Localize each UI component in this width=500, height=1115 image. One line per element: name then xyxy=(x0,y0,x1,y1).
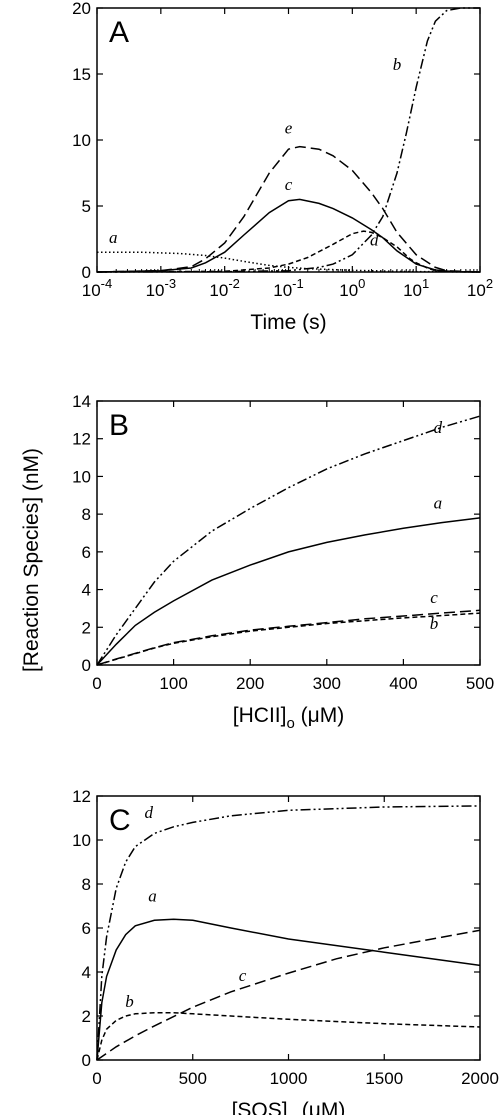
series-e-label: e xyxy=(285,118,293,137)
series-b-line xyxy=(96,1011,481,1061)
panel-b-chart: 0 2 4 6 8 10 12 14 0 100 200 300 400 500 a bc d B [HCII]o … xyxy=(72,392,494,732)
plot-frame-b xyxy=(96,400,481,666)
y-tick-label: 4 xyxy=(82,963,91,982)
x-tick-label: 10-3 xyxy=(146,276,176,300)
x-tick-label: 300 xyxy=(313,674,341,693)
y-tick-label: 2 xyxy=(82,618,91,637)
x-axis-label-unit: (μM) xyxy=(296,1099,345,1115)
x-tick-base: 10 xyxy=(209,281,228,300)
x-tick-exponent: -2 xyxy=(228,276,240,291)
series-c-label: c xyxy=(430,588,438,607)
series-d-label: d xyxy=(434,418,443,437)
x-tick-label: 1500 xyxy=(365,1069,403,1088)
x-tick-label: 200 xyxy=(236,674,264,693)
x-tick-label: 0 xyxy=(92,674,101,693)
x-tick-exponent: -1 xyxy=(292,276,304,291)
y-tick-label: 14 xyxy=(72,392,91,411)
series-c-line xyxy=(96,929,481,1061)
x-tick-label: 10-1 xyxy=(273,276,303,300)
y-tick-label: 0 xyxy=(82,263,91,282)
y-tick-label: 15 xyxy=(72,65,91,84)
series-a-label: a xyxy=(148,887,157,906)
y-tick-label: 20 xyxy=(72,0,91,18)
x-axis-label: [HCII]o (μM) xyxy=(233,704,344,732)
x-tick-base: 10 xyxy=(146,281,165,300)
series-c-label: c xyxy=(239,966,247,985)
x-axis-label-unit: (μM) xyxy=(295,704,344,727)
x-tick-label: 100 xyxy=(159,674,187,693)
series-c-label: c xyxy=(285,175,293,194)
x-tick-label: 1000 xyxy=(270,1069,308,1088)
panel-c-chart: 0 2 4 6 8 10 12 0 500 1000 1500 2000 a b c dC [SOS]o (μM… xyxy=(72,787,499,1115)
series-d-line xyxy=(96,230,481,273)
y-tick-label: 8 xyxy=(82,505,91,524)
x-tick-label: 102 xyxy=(467,276,493,300)
shared-y-axis-label: [Reaction Species] (nM) xyxy=(20,448,43,672)
x-tick-exponent: 1 xyxy=(422,276,429,291)
x-tick-label: 0 xyxy=(92,1069,101,1088)
panel-label: A xyxy=(109,16,129,49)
y-tick-label: 6 xyxy=(82,543,91,562)
series-a-line xyxy=(97,251,481,273)
x-axis-label: [SOS]o (μM) xyxy=(232,1099,346,1115)
series-a-line xyxy=(96,517,481,666)
series-c-line xyxy=(96,609,481,666)
series-a-label: a xyxy=(434,493,443,512)
series-d-line xyxy=(96,805,481,1061)
x-tick-base: 10 xyxy=(273,281,292,300)
plot-frame-c xyxy=(96,795,481,1061)
y-tick-label: 10 xyxy=(72,831,91,850)
x-tick-base: 10 xyxy=(403,281,422,300)
x-axis-label-main: [HCII] xyxy=(233,704,287,727)
x-tick-label: 500 xyxy=(466,674,494,693)
y-tick-label: 10 xyxy=(72,467,91,486)
x-axis-label-subscript: o xyxy=(288,1110,296,1115)
series-b-label: b xyxy=(393,55,402,74)
x-tick-label: 400 xyxy=(389,674,417,693)
series-b-line xyxy=(96,7,480,273)
x-tick-label: 500 xyxy=(179,1069,207,1088)
x-tick-exponent: -4 xyxy=(101,276,113,291)
x-axis-label-main: [SOS] xyxy=(232,1099,288,1115)
series-c-line xyxy=(96,198,481,273)
x-tick-label: 10-2 xyxy=(209,276,239,300)
y-tick-label: 12 xyxy=(72,430,91,449)
x-tick-base: 10 xyxy=(467,281,486,300)
x-tick-label: 2000 xyxy=(461,1069,499,1088)
series-b-label: b xyxy=(430,614,439,633)
series-d-label: d xyxy=(370,231,379,250)
y-tick-label: 8 xyxy=(82,875,91,894)
y-tick-label: 12 xyxy=(72,787,91,806)
series-a-label: a xyxy=(109,228,118,247)
panel-label: B xyxy=(109,409,129,442)
x-axis-label-subscript: o xyxy=(286,715,294,732)
series-e-line xyxy=(96,145,481,273)
series-a-line xyxy=(96,918,481,1061)
series-b-line xyxy=(96,612,481,666)
x-tick-base: 10 xyxy=(339,281,358,300)
y-tick-label: 2 xyxy=(82,1007,91,1026)
x-tick-exponent: 2 xyxy=(486,276,493,291)
series-d-label: d xyxy=(144,803,153,822)
x-axis-label: Time (s) xyxy=(250,311,326,334)
x-tick-exponent: 0 xyxy=(358,276,365,291)
panel-label: C xyxy=(109,804,131,837)
y-tick-label: 5 xyxy=(82,197,91,216)
plot-frame-a xyxy=(96,7,481,273)
y-tick-label: 10 xyxy=(72,131,91,150)
x-tick-label: 101 xyxy=(403,276,429,300)
y-tick-label: 0 xyxy=(82,656,91,675)
x-tick-base: 10 xyxy=(82,281,101,300)
series-b-label: b xyxy=(125,992,134,1011)
y-tick-label: 6 xyxy=(82,919,91,938)
x-tick-exponent: -3 xyxy=(165,276,177,291)
x-tick-label: 10-4 xyxy=(82,276,112,300)
y-tick-label: 0 xyxy=(82,1051,91,1070)
y-tick-label: 4 xyxy=(82,581,91,600)
x-tick-label: 100 xyxy=(339,276,365,300)
